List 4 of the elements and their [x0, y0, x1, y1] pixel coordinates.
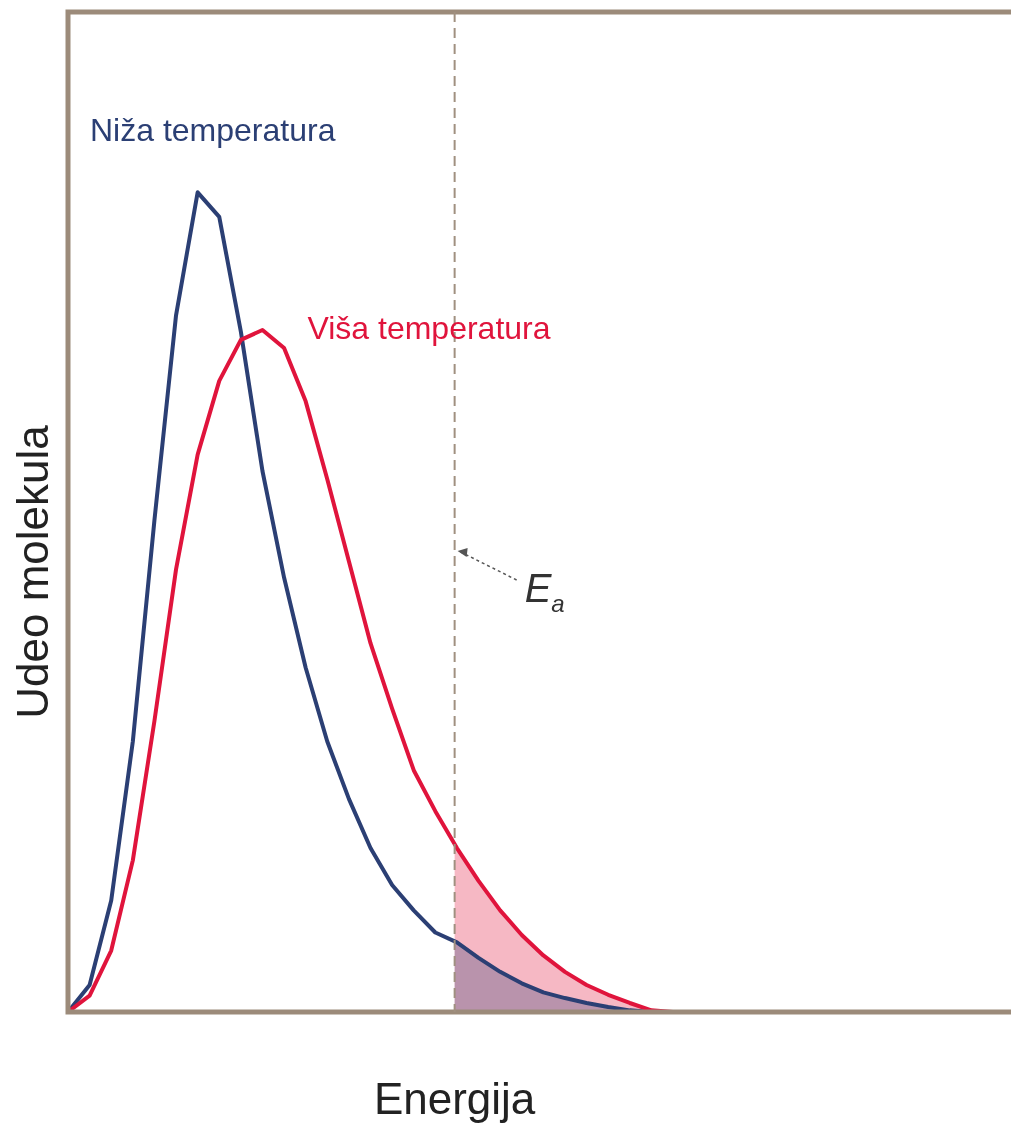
series-label: Viša temperatura — [307, 309, 551, 346]
series-label: Niža temperatura — [90, 112, 336, 149]
y-axis-title: Udeo molekula — [8, 424, 58, 719]
x-axis-title: Energija — [373, 1074, 536, 1124]
